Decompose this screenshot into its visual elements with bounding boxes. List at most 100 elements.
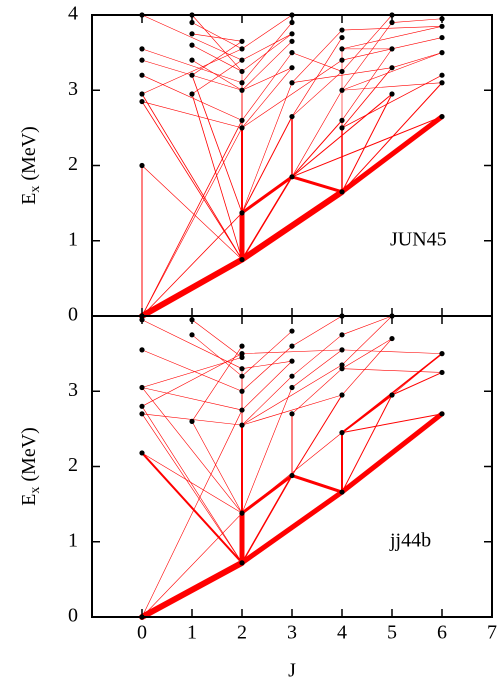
level	[389, 91, 395, 97]
transition	[341, 394, 393, 493]
transition	[141, 101, 243, 129]
transition	[241, 82, 293, 214]
transition	[241, 52, 293, 121]
level	[289, 384, 295, 391]
level	[239, 343, 245, 349]
transition	[241, 67, 293, 91]
transition	[141, 349, 243, 392]
level	[339, 68, 345, 75]
level	[189, 31, 195, 37]
x-tick-label: 2	[237, 622, 247, 644]
y-label-sub: x	[28, 487, 43, 494]
y-axis-label: Ex (MeV)	[18, 427, 44, 506]
level	[439, 34, 445, 41]
level	[289, 411, 295, 417]
level	[439, 351, 445, 357]
transition	[241, 330, 293, 377]
transition	[141, 409, 243, 618]
transition	[191, 74, 243, 214]
transition	[240, 175, 294, 215]
x-tick-label: 6	[437, 622, 447, 644]
level	[239, 210, 245, 216]
level	[239, 407, 245, 413]
level	[389, 335, 395, 342]
level	[239, 354, 245, 360]
level	[139, 46, 145, 52]
transition	[391, 18, 443, 23]
level	[139, 98, 145, 105]
y-tick-label: 4	[68, 3, 78, 25]
level	[439, 72, 445, 78]
transition	[239, 188, 345, 263]
transition	[339, 411, 445, 495]
transition	[341, 82, 443, 193]
transition	[141, 101, 243, 260]
transition	[141, 74, 243, 121]
level	[339, 125, 345, 131]
transition	[291, 116, 443, 178]
transition	[341, 338, 393, 369]
level	[289, 80, 295, 86]
transition	[141, 413, 243, 564]
transition	[291, 37, 343, 117]
level	[439, 369, 445, 376]
transition	[341, 413, 443, 434]
transition	[241, 394, 343, 426]
y-tick-label: 2	[68, 454, 78, 476]
transition	[241, 375, 293, 426]
level	[139, 347, 145, 353]
level	[239, 80, 245, 86]
level	[339, 332, 345, 338]
transition	[141, 387, 243, 514]
transition	[241, 14, 293, 50]
transition	[341, 74, 443, 129]
level	[289, 472, 295, 479]
level	[139, 162, 145, 169]
x-axis-label: J	[288, 660, 296, 682]
transition	[291, 368, 343, 415]
transition	[341, 315, 393, 366]
level	[139, 450, 145, 456]
level	[339, 362, 345, 368]
x-tick-label: 7	[487, 622, 497, 644]
level	[339, 366, 345, 372]
transition	[141, 212, 243, 317]
level	[139, 91, 145, 97]
transition	[291, 71, 343, 117]
transition	[391, 52, 443, 68]
level	[289, 50, 295, 56]
transition	[239, 489, 345, 566]
transition	[291, 52, 343, 72]
transition	[141, 319, 243, 369]
transition	[141, 93, 243, 260]
y-tick-label: 0	[68, 605, 78, 627]
transition	[241, 176, 293, 261]
transition	[291, 315, 343, 347]
level	[239, 125, 245, 131]
level	[189, 72, 195, 78]
level	[339, 46, 345, 52]
level	[439, 50, 445, 56]
transition	[141, 119, 243, 317]
transition	[341, 93, 393, 193]
transition	[241, 387, 293, 514]
transition	[341, 82, 443, 91]
level	[339, 189, 345, 195]
level	[339, 87, 345, 93]
y-label-unit: (MeV)	[18, 126, 40, 180]
level	[339, 57, 345, 63]
transition	[341, 25, 443, 50]
y-tick-label: 0	[68, 304, 78, 326]
transition	[339, 114, 445, 195]
transition	[141, 512, 243, 618]
level	[339, 27, 345, 33]
level	[239, 117, 245, 123]
level	[189, 418, 195, 424]
transition	[191, 93, 243, 260]
transition	[141, 165, 243, 260]
level	[289, 31, 295, 37]
transition	[241, 360, 293, 369]
level	[439, 411, 445, 417]
transition	[341, 48, 393, 121]
level	[239, 38, 245, 44]
